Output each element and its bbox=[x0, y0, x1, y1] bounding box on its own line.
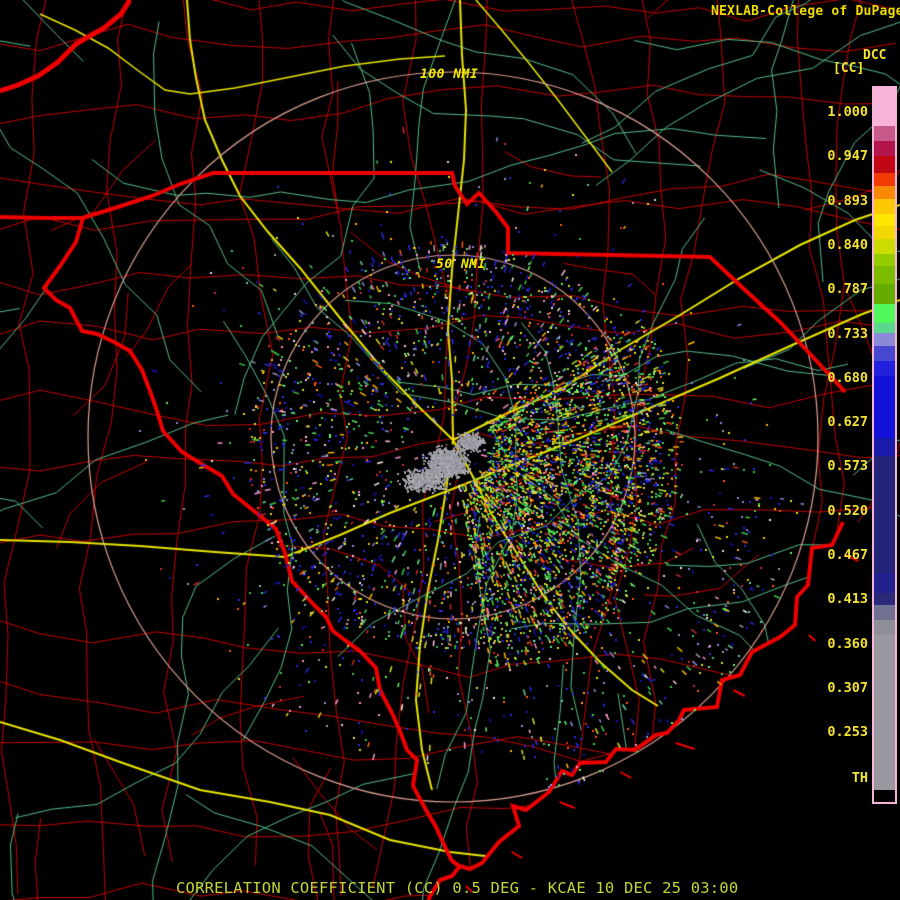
colorbar-tick-label: 0.307 bbox=[827, 679, 868, 696]
colorbar-tick-label: 0.787 bbox=[827, 281, 868, 298]
colorbar-segment bbox=[874, 214, 895, 227]
colorbar-segment bbox=[874, 323, 895, 334]
colorbar-tick-label: 0.840 bbox=[827, 236, 868, 253]
colorbar-segment bbox=[874, 253, 895, 267]
colorbar-segment bbox=[874, 635, 895, 790]
colorbar-tick-label: 0.360 bbox=[827, 635, 868, 652]
colorbar-segment bbox=[874, 226, 895, 240]
colorbar-segment bbox=[874, 605, 895, 621]
colorbar-segment bbox=[874, 345, 895, 361]
colorbar-segment bbox=[874, 375, 895, 439]
brand-text: NEXLAB-College of DuPage bbox=[711, 4, 900, 19]
colorbar-segment bbox=[874, 199, 895, 215]
colorbar-segment bbox=[874, 333, 895, 346]
colorbar-tick-label: 0.627 bbox=[827, 414, 868, 431]
colorbar-tick-label: 0.680 bbox=[827, 369, 868, 386]
colorbar-tick-label: 0.733 bbox=[827, 325, 868, 342]
range-ring-label-50: 50 NMI bbox=[436, 257, 486, 272]
colorbar-tick-label: 0.947 bbox=[827, 148, 868, 165]
colorbar-tick-label: 1.000 bbox=[827, 104, 868, 120]
colorbar-segment bbox=[874, 172, 895, 187]
colorbar-tick-label: 0.253 bbox=[827, 724, 868, 741]
colorbar-segment bbox=[874, 360, 895, 376]
product-code-label: DCC bbox=[863, 48, 887, 63]
colorbar-segment bbox=[874, 303, 895, 324]
colorbar-segment bbox=[874, 239, 895, 254]
colorbar-tick-label: 0.893 bbox=[827, 192, 868, 209]
colorbar-segment bbox=[874, 125, 895, 141]
colorbar-segment bbox=[874, 155, 895, 173]
colorbar-segment bbox=[874, 186, 895, 200]
colorbar-segment bbox=[874, 438, 895, 456]
colorbar-segment bbox=[874, 140, 895, 156]
colorbar-tick-label: 0.573 bbox=[827, 458, 868, 475]
colorbar-segment bbox=[874, 573, 895, 594]
colorbar-tick-label: 0.467 bbox=[827, 547, 868, 563]
product-units-label: [CC] bbox=[833, 61, 865, 76]
colorbar-segment bbox=[874, 455, 895, 574]
colorbar-segment bbox=[874, 620, 895, 636]
colorbar-segment bbox=[874, 593, 895, 606]
range-ring-label-100: 100 NMI bbox=[420, 67, 479, 82]
colorbar bbox=[872, 86, 897, 804]
colorbar-tick-label: 0.520 bbox=[827, 502, 868, 519]
threshold-label: TH bbox=[851, 770, 868, 786]
colorbar-segment bbox=[874, 789, 895, 802]
colorbar-segment bbox=[874, 283, 895, 304]
colorbar-segment bbox=[874, 88, 895, 126]
colorbar-tick-label: 0.413 bbox=[827, 591, 868, 608]
product-title: CORRELATION COEFFICIENT (CC) 0.5 DEG - K… bbox=[176, 879, 739, 897]
colorbar-segment bbox=[874, 266, 895, 284]
